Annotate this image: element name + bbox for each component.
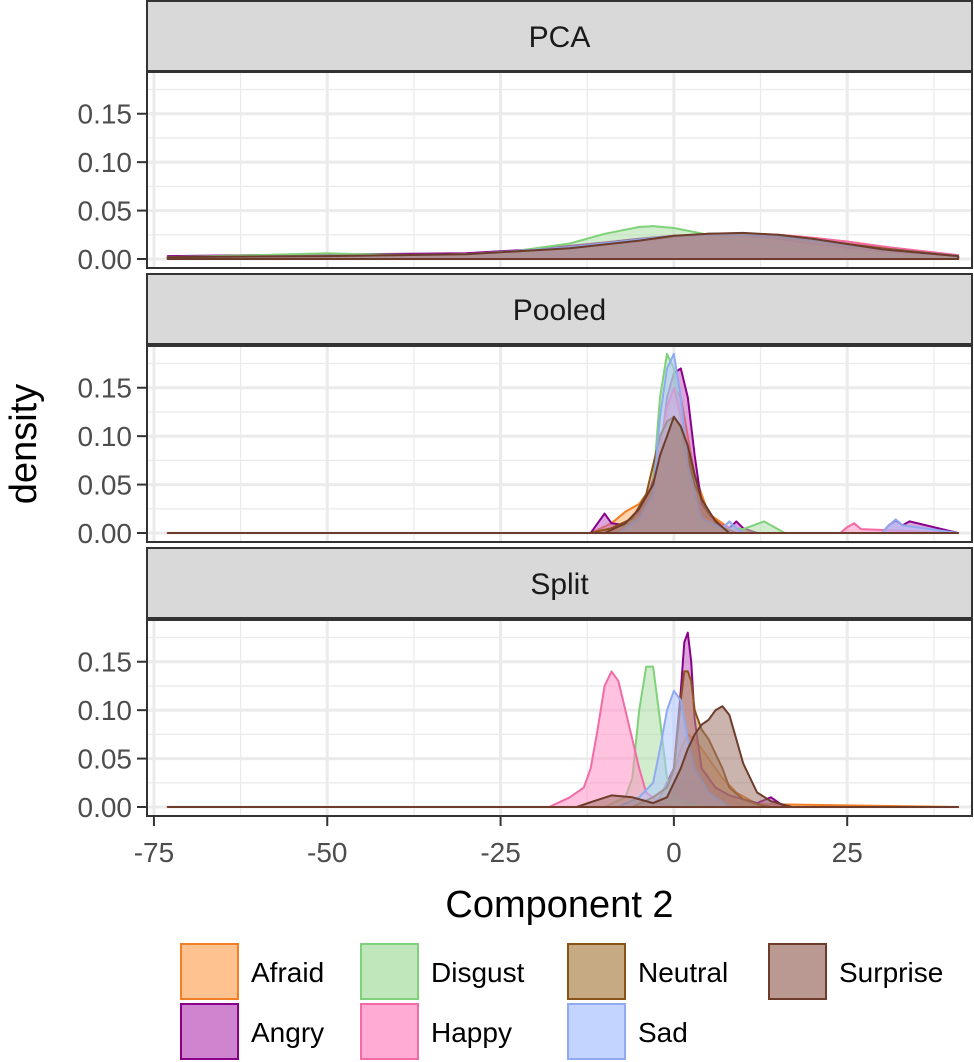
y-tick-label-split: 0.15: [78, 647, 133, 678]
y-tick-label-split: 0.10: [78, 695, 133, 726]
density-split-surprise: [166, 705, 960, 808]
y-tick-label-pca: 0.15: [78, 99, 133, 130]
legend-label-sad: Sad: [638, 1017, 688, 1048]
facet-strip-split: [146, 547, 973, 619]
x-axis-title: Component 2: [445, 884, 673, 926]
y-tick-label-split: 0.05: [78, 744, 133, 775]
x-tick-label: -75: [134, 837, 174, 868]
facet-strip-label-split: Split: [530, 568, 589, 601]
legend-label-neutral: Neutral: [638, 957, 728, 988]
legend-key-disgust: [360, 943, 419, 1000]
x-tick-label: 25: [832, 837, 863, 868]
x-tick-label: 0: [666, 837, 682, 868]
facet-strip-label-pca: PCA: [529, 21, 591, 54]
y-tick-label-pooled: 0.00: [78, 518, 133, 549]
legend-key-surprise: [768, 943, 827, 1000]
y-tick-label-pca: 0.05: [78, 196, 133, 227]
legend-label-disgust: Disgust: [431, 957, 525, 988]
legend-label-happy: Happy: [431, 1017, 512, 1048]
x-tick-label: -25: [480, 837, 520, 868]
legend: Afraid Angry Disgust Happy Neutral Sad Surpris…: [180, 943, 943, 1060]
panel-border-split: [146, 619, 973, 817]
density-pca-surprise: [166, 231, 960, 260]
y-axis-title: density: [3, 384, 45, 504]
panel-pca: PCA 0.00 0.05 0.10 0.15: [78, 0, 973, 275]
legend-key-neutral: [567, 943, 626, 1000]
legend-label-afraid: Afraid: [251, 957, 324, 988]
facet-strip-label-pooled: Pooled: [513, 294, 606, 327]
density-pooled-surprise: [166, 415, 960, 534]
y-tick-label-pooled: 0.10: [78, 421, 133, 452]
facet-strip-pca: [146, 0, 973, 72]
y-tick-label-pca: 0.10: [78, 147, 133, 178]
y-tick-label-pooled: 0.05: [78, 470, 133, 501]
panel-border-pca: [146, 71, 973, 269]
panel-border-pooled: [146, 345, 973, 543]
y-tick-label-pooled: 0.15: [78, 373, 133, 404]
y-tick-label-split: 0.00: [78, 792, 133, 823]
legend-label-angry: Angry: [251, 1017, 324, 1048]
panel-split: Split 0.00 0.05 0.10 0.15: [78, 547, 973, 823]
legend-key-angry: [180, 1003, 239, 1060]
legend-key-sad: [567, 1003, 626, 1060]
x-tick-label: -50: [307, 837, 347, 868]
legend-label-surprise: Surprise: [839, 957, 943, 988]
y-tick-label-pca: 0.00: [78, 244, 133, 275]
facet-strip-pooled: [146, 273, 973, 345]
panel-pooled: Pooled 0.00 0.05 0.10 0.15: [78, 273, 973, 549]
legend-key-afraid: [180, 943, 239, 1000]
legend-key-happy: [360, 1003, 419, 1060]
